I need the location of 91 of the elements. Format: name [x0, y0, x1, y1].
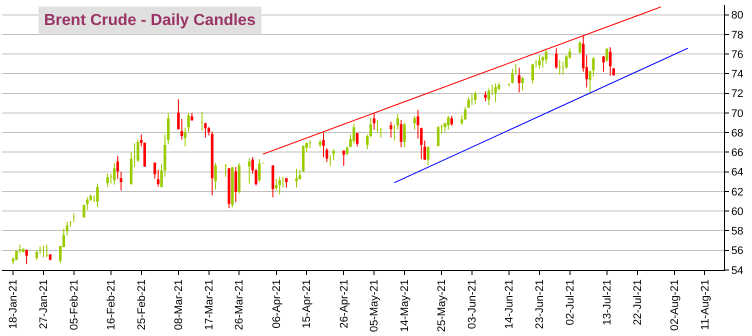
candlestick: [278, 176, 281, 195]
x-tick-label: 02-Jul-21: [564, 279, 576, 326]
candlestick: [376, 119, 379, 134]
candlestick: [464, 106, 467, 120]
x-tick-label: 23-Jun-21: [534, 279, 546, 329]
x-tick-label: 15-Apr-21: [301, 279, 314, 328]
x-tick-label: 05-Feb-21: [68, 279, 80, 330]
x-tick-label: 16-Feb-21: [106, 279, 118, 330]
candlestick: [342, 150, 346, 166]
candlestick: [234, 166, 238, 203]
candlestick: [558, 59, 561, 76]
candlestick: [224, 164, 227, 178]
y-tick-label: 78: [731, 29, 744, 42]
candlestick: [518, 67, 521, 93]
y-tick-label: 72: [731, 88, 744, 100]
candlestick: [390, 121, 392, 138]
candlestick: [467, 96, 470, 109]
y-tick-label: 64: [731, 166, 744, 179]
candlestick: [274, 178, 278, 191]
candlestick: [187, 112, 190, 132]
candlestick: [608, 46, 612, 76]
candlestick: [332, 148, 335, 161]
y-tick-label: 56: [731, 245, 744, 258]
candlestick: [356, 132, 359, 147]
y-tick-label: 80: [731, 10, 744, 22]
candlestick: [372, 112, 376, 130]
x-tick-label: 26-Apr-21: [338, 279, 350, 328]
candlestick: [606, 48, 608, 62]
candlestick: [544, 50, 548, 64]
candlestick: [531, 63, 534, 84]
candlestick: [285, 177, 288, 188]
candlestick: [470, 92, 474, 106]
x-tick-label: 08-Mar-21: [172, 279, 185, 330]
y-tick-label: 68: [731, 127, 744, 140]
x-tick-label: 25-Feb-21: [136, 279, 148, 330]
candlestick: [511, 68, 514, 84]
x-tick-label: 06-Apr-21: [270, 279, 283, 328]
candlestick: [231, 166, 234, 208]
candlestick: [487, 88, 490, 106]
candlestick: [352, 123, 356, 144]
candlestick: [578, 40, 582, 54]
candlestick: [258, 158, 261, 182]
candlestick: [484, 90, 487, 102]
candlestick: [308, 140, 312, 149]
candlestick: [328, 154, 332, 166]
candlestick: [272, 164, 274, 198]
candlestick: [295, 168, 298, 188]
y-tick-label: 76: [731, 48, 744, 61]
candlestick: [474, 90, 477, 105]
x-tick-label: 11-Aug-21: [699, 279, 712, 330]
candlestick: [450, 115, 454, 126]
y-tick-label: 66: [731, 147, 744, 160]
candlestick: [426, 146, 430, 166]
x-tick-label: 27-Jan-21: [38, 279, 50, 329]
x-tick-label: 17-Mar-21: [203, 279, 216, 330]
x-tick-label: 02-Aug-21: [668, 279, 681, 331]
candlestick: [184, 127, 186, 147]
x-tick-label: 03-Jun-21: [466, 279, 479, 329]
x-tick-label: 25-May-21: [436, 279, 448, 332]
candlestick: [494, 83, 497, 103]
candlestick: [214, 162, 217, 190]
candlestick: [200, 111, 204, 132]
candlestick: [190, 112, 194, 122]
x-tick-label: 18-Jan-21: [8, 279, 20, 329]
candlestick: [554, 48, 558, 70]
y-tick-label: 70: [731, 108, 744, 120]
candlestick: [248, 158, 251, 184]
candlestick: [521, 76, 524, 91]
candlestick: [204, 122, 207, 138]
candlestick: [228, 167, 230, 209]
candlestick: [602, 56, 605, 72]
x-tick-label: 22-Jul-21: [632, 279, 644, 326]
x-tick-label: 14-Jun-21: [504, 279, 516, 329]
y-tick-label: 60: [731, 206, 744, 218]
candlestick: [400, 119, 402, 148]
y-tick-label: 54: [731, 264, 744, 277]
candlestick: [413, 115, 416, 130]
candlestick: [318, 138, 322, 148]
candlestick: [403, 122, 406, 148]
y-tick-label: 58: [731, 226, 744, 238]
candlestick: [538, 54, 541, 70]
x-tick-label: 13-Jul-21: [601, 279, 614, 326]
x-tick-label: 05-May-21: [368, 279, 381, 332]
y-tick-label: 74: [731, 68, 744, 81]
chart-title: Brent Crude - Daily Candles: [44, 12, 256, 29]
x-tick-label: 14-May-21: [399, 279, 412, 332]
y-tick-label: 62: [731, 186, 744, 198]
x-tick-label: 26-Mar-21: [234, 279, 246, 330]
candlestick: [238, 162, 240, 194]
candlestick: [436, 125, 440, 147]
candlestick: [447, 115, 450, 130]
